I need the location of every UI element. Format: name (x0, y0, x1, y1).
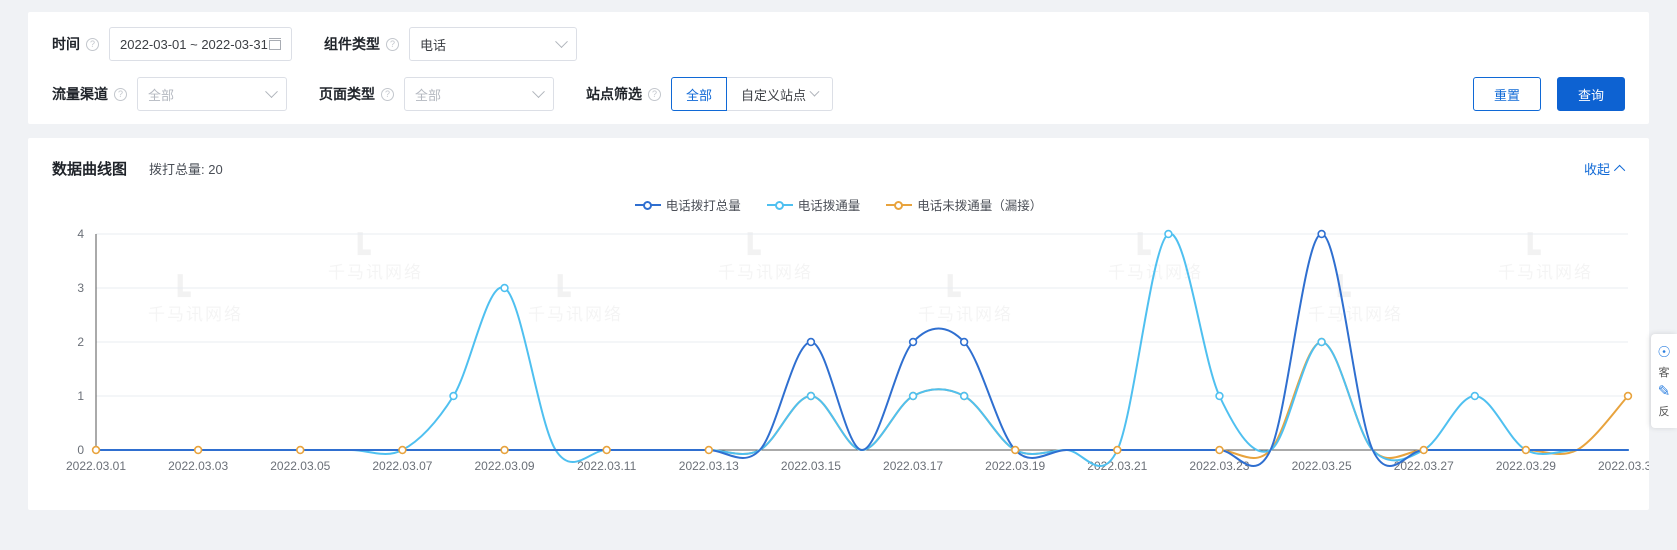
legend-item-0[interactable]: 电话拨打总量 (634, 195, 741, 214)
site-filter-label: 站点筛选 (586, 86, 642, 102)
svg-text:2022.03.21: 2022.03.21 (1087, 459, 1147, 473)
filter-row-1: 时间 ? 2022-03-01 ~ 2022-03-31 组件类型 ? 电话 (52, 26, 1625, 62)
chevron-down-icon (809, 86, 820, 97)
page-type-select[interactable]: 全部 (404, 77, 554, 111)
svg-text:2: 2 (77, 335, 84, 349)
feedback-icon: ✎ (1657, 383, 1671, 400)
filter-row-2: 流量渠道 ? 全部 页面类型 ? 全部 站点筛选 ? 全部 自定义站点 重置 查… (52, 76, 1625, 112)
help-circle-icon[interactable]: ? (386, 37, 399, 51)
traffic-channel-label: 流量渠道 (52, 86, 108, 102)
svg-text:2022.03.29: 2022.03.29 (1496, 459, 1556, 473)
svg-text:千马讯网络: 千马讯网络 (1498, 263, 1593, 282)
svg-text:┗: ┗ (350, 232, 371, 272)
query-button[interactable]: 查询 (1556, 77, 1625, 111)
side-widget-consult-label: 客 (1658, 366, 1670, 379)
site-filter-option-custom-label: 自定义站点 (741, 87, 807, 103)
svg-text:2022.03.15: 2022.03.15 (781, 459, 841, 473)
line-chart[interactable]: 千马讯网络┗千马讯网络┗千马讯网络┗千马讯网络┗千马讯网络┗千马讯网络┗千马讯网… (28, 220, 1658, 500)
side-widget[interactable]: ☉ 客 ✎ 反 (1651, 334, 1677, 428)
legend-item-1[interactable]: 电话拨通量 (766, 195, 861, 214)
legend-marker-icon (886, 199, 913, 211)
time-filter-label: 时间 (52, 36, 80, 52)
svg-text:3: 3 (77, 281, 84, 295)
svg-text:2022.03.09: 2022.03.09 (475, 459, 535, 473)
help-circle-icon[interactable]: ? (648, 87, 661, 101)
component-type-value: 电话 (420, 37, 447, 53)
side-widget-feedback-label: 反 (1658, 405, 1670, 418)
collapse-toggle-label: 收起 (1583, 162, 1610, 177)
svg-text:千马讯网络: 千马讯网络 (718, 263, 813, 282)
legend-label: 电话拨通量 (797, 199, 861, 213)
component-type-label: 组件类型 (324, 36, 380, 52)
site-filter-segmented: 全部 自定义站点 (671, 77, 834, 111)
svg-text:千马讯网络: 千马讯网络 (1308, 305, 1403, 324)
legend-marker-icon (634, 199, 661, 211)
svg-text:1: 1 (77, 389, 84, 403)
traffic-channel-select[interactable]: 全部 (137, 77, 287, 111)
page-title: 数据曲线图 (52, 161, 128, 178)
svg-text:2022.03.13: 2022.03.13 (679, 459, 739, 473)
svg-text:┗: ┗ (1130, 232, 1151, 272)
site-filter-option-all-label: 全部 (686, 87, 713, 103)
svg-text:┗: ┗ (940, 274, 961, 314)
page-type-value: 全部 (415, 87, 442, 103)
chart-header: 数据曲线图 拨打总量: 20 收起 (28, 138, 1649, 179)
date-range-input[interactable]: 2022-03-01 ~ 2022-03-31 (109, 27, 292, 61)
svg-text:千马讯网络: 千马讯网络 (148, 305, 243, 324)
reset-button[interactable]: 重置 (1472, 77, 1541, 111)
svg-text:千马讯网络: 千马讯网络 (328, 263, 423, 282)
filter-bar: 时间 ? 2022-03-01 ~ 2022-03-31 组件类型 ? 电话 流… (28, 12, 1649, 124)
svg-text:2022.03.31: 2022.03.31 (1598, 459, 1649, 473)
chart-panel: 数据曲线图 拨打总量: 20 收起 电话拨打总量 电话拨通量 电话未拨通量（漏接） … (28, 138, 1658, 510)
chart-legend: 电话拨打总量 电话拨通量 电话未拨通量（漏接） (28, 195, 1649, 214)
collapse-toggle[interactable]: 收起 (1583, 159, 1626, 178)
svg-text:┗: ┗ (1520, 232, 1541, 272)
component-type-select[interactable]: 电话 (409, 27, 577, 61)
legend-label: 电话未拨通量（漏接） (917, 199, 1043, 213)
site-filter-option-custom[interactable]: 自定义站点 (727, 77, 834, 111)
calendar-icon (269, 38, 281, 50)
chevron-down-icon (532, 84, 545, 98)
legend-label: 电话拨打总量 (665, 199, 741, 213)
svg-text:0: 0 (77, 443, 84, 457)
svg-text:┗: ┗ (170, 274, 191, 314)
chevron-down-icon (265, 84, 278, 98)
svg-text:2022.03.23: 2022.03.23 (1189, 459, 1249, 473)
chart-plot-area: 千马讯网络 ┗ 千马讯网络 ┗ 千马讯网络 ┗ 千马讯网络 ┗ 千马讯网络 ┗ 千马讯网络 ┗ 千马讯网… (28, 220, 1658, 503)
site-filter-option-all[interactable]: 全部 (671, 77, 728, 111)
svg-text:2022.03.07: 2022.03.07 (372, 459, 432, 473)
chevron-up-icon (1613, 164, 1626, 176)
headset-icon: ☉ (1657, 344, 1671, 361)
svg-text:┗: ┗ (550, 274, 571, 314)
page-type-label: 页面类型 (319, 86, 375, 102)
svg-text:2022.03.05: 2022.03.05 (270, 459, 330, 473)
date-range-value: 2022-03-01 ~ 2022-03-31 (120, 36, 268, 52)
help-circle-icon[interactable]: ? (114, 87, 127, 101)
traffic-channel-value: 全部 (148, 87, 175, 103)
legend-item-2[interactable]: 电话未拨通量（漏接） (886, 195, 1042, 214)
chevron-down-icon (555, 34, 568, 48)
svg-text:4: 4 (77, 227, 84, 241)
svg-text:2022.03.19: 2022.03.19 (985, 459, 1045, 473)
legend-marker-icon (766, 199, 793, 211)
svg-text:┗: ┗ (740, 232, 761, 272)
svg-text:2022.03.11: 2022.03.11 (577, 459, 636, 473)
svg-text:2022.03.01: 2022.03.01 (66, 459, 126, 473)
svg-text:千马讯网络: 千马讯网络 (528, 305, 623, 324)
help-circle-icon[interactable]: ? (86, 37, 99, 51)
svg-text:2022.03.27: 2022.03.27 (1394, 459, 1454, 473)
dial-total-summary: 拨打总量: 20 (149, 162, 223, 177)
svg-text:2022.03.03: 2022.03.03 (168, 459, 228, 473)
svg-text:2022.03.25: 2022.03.25 (1292, 459, 1352, 473)
svg-text:2022.03.17: 2022.03.17 (883, 459, 943, 473)
svg-text:千马讯网络: 千马讯网络 (918, 305, 1013, 324)
help-circle-icon[interactable]: ? (381, 87, 394, 101)
